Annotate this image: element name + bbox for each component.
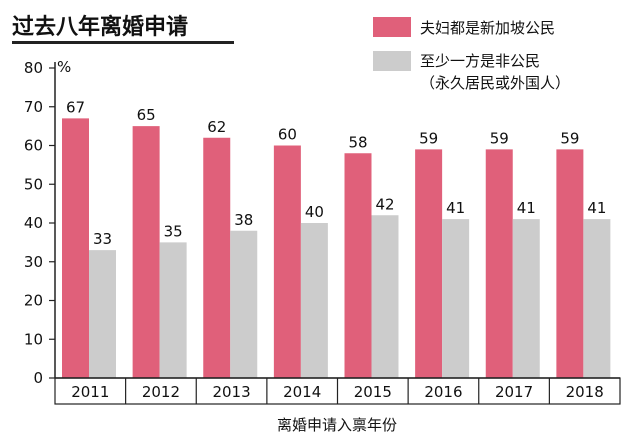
bar-value-label: 67 [66, 98, 85, 116]
x-tick-label: 2015 [354, 383, 392, 401]
y-axis: 0 10 20 30 40 50 60 70 80 [24, 59, 56, 387]
bar-value-label: 41 [446, 199, 465, 217]
bar-value-label: 58 [348, 133, 367, 151]
title-underline [12, 41, 234, 44]
legend: 夫妇都是新加坡公民 至少一方是非公民 （永久居民或外国人） [373, 17, 570, 92]
x-tick-label: 2016 [424, 383, 462, 401]
bar-value-label: 59 [490, 129, 509, 147]
y-tick-label: 60 [24, 137, 43, 155]
y-tick-label: 50 [24, 175, 43, 193]
legend-swatch-citizens [373, 17, 411, 37]
y-tick-label: 30 [24, 253, 43, 271]
y-tick-label: 40 [24, 214, 43, 232]
bar-value-label: 62 [207, 118, 226, 136]
bar-citizens [344, 153, 372, 378]
legend-swatch-non-citizens [373, 51, 411, 71]
bar-non-citizens [371, 215, 399, 378]
bar-value-label: 38 [234, 211, 253, 229]
bar-non-citizens [442, 219, 470, 378]
legend-label-non-citizens: 至少一方是非公民 [420, 52, 540, 70]
bar-non-citizens [230, 230, 258, 378]
x-tick-label: 2011 [71, 383, 109, 401]
bar-citizens [273, 145, 301, 378]
bar-citizens [415, 149, 443, 378]
bar-citizens [203, 137, 231, 378]
y-tick-label: 70 [24, 98, 43, 116]
y-tick-label: 80 [24, 59, 43, 77]
y-tick-label: 20 [24, 292, 43, 310]
bar-value-label: 41 [517, 199, 536, 217]
bar-citizens [556, 149, 584, 378]
legend-label-citizens: 夫妇都是新加坡公民 [420, 19, 555, 37]
x-tick-label: 2017 [495, 383, 533, 401]
legend-label-non-citizens-note: （永久居民或外国人） [420, 74, 570, 92]
bars: 67 33 65 35 62 38 60 40 58 42 59 41 59 41 59 41 [62, 98, 611, 378]
bar-value-label: 42 [375, 195, 394, 213]
bar-value-label: 59 [560, 129, 579, 147]
bar-value-label: 60 [278, 126, 297, 144]
x-tick-label: 2012 [142, 383, 180, 401]
bar-value-label: 35 [164, 222, 183, 240]
bar-value-label: 59 [419, 129, 438, 147]
x-tick-label: 2013 [212, 383, 250, 401]
bar-value-label: 33 [93, 230, 112, 248]
bar-non-citizens [159, 242, 187, 378]
bar-citizens [132, 126, 160, 378]
bar-non-citizens [512, 219, 540, 378]
bar-value-label: 65 [137, 106, 156, 124]
bar-non-citizens [300, 223, 328, 378]
x-axis: 2011 2012 2013 2014 2015 2016 2017 2018 [54, 377, 621, 405]
y-unit-label: % [57, 58, 71, 76]
bar-citizens [485, 149, 513, 378]
bar-citizens [62, 118, 89, 378]
bar-value-label: 40 [305, 203, 324, 221]
bar-non-citizens [583, 219, 611, 378]
x-axis-label: 离婚申请入禀年份 [277, 416, 397, 434]
bar-value-label: 41 [587, 199, 606, 217]
bar-non-citizens [89, 250, 116, 378]
y-tick-label: 0 [33, 369, 43, 387]
chart-title: 过去八年离婚申请 [12, 14, 188, 40]
x-tick-label: 2018 [566, 383, 604, 401]
x-tick-label: 2014 [283, 383, 321, 401]
y-tick-label: 10 [24, 330, 43, 348]
